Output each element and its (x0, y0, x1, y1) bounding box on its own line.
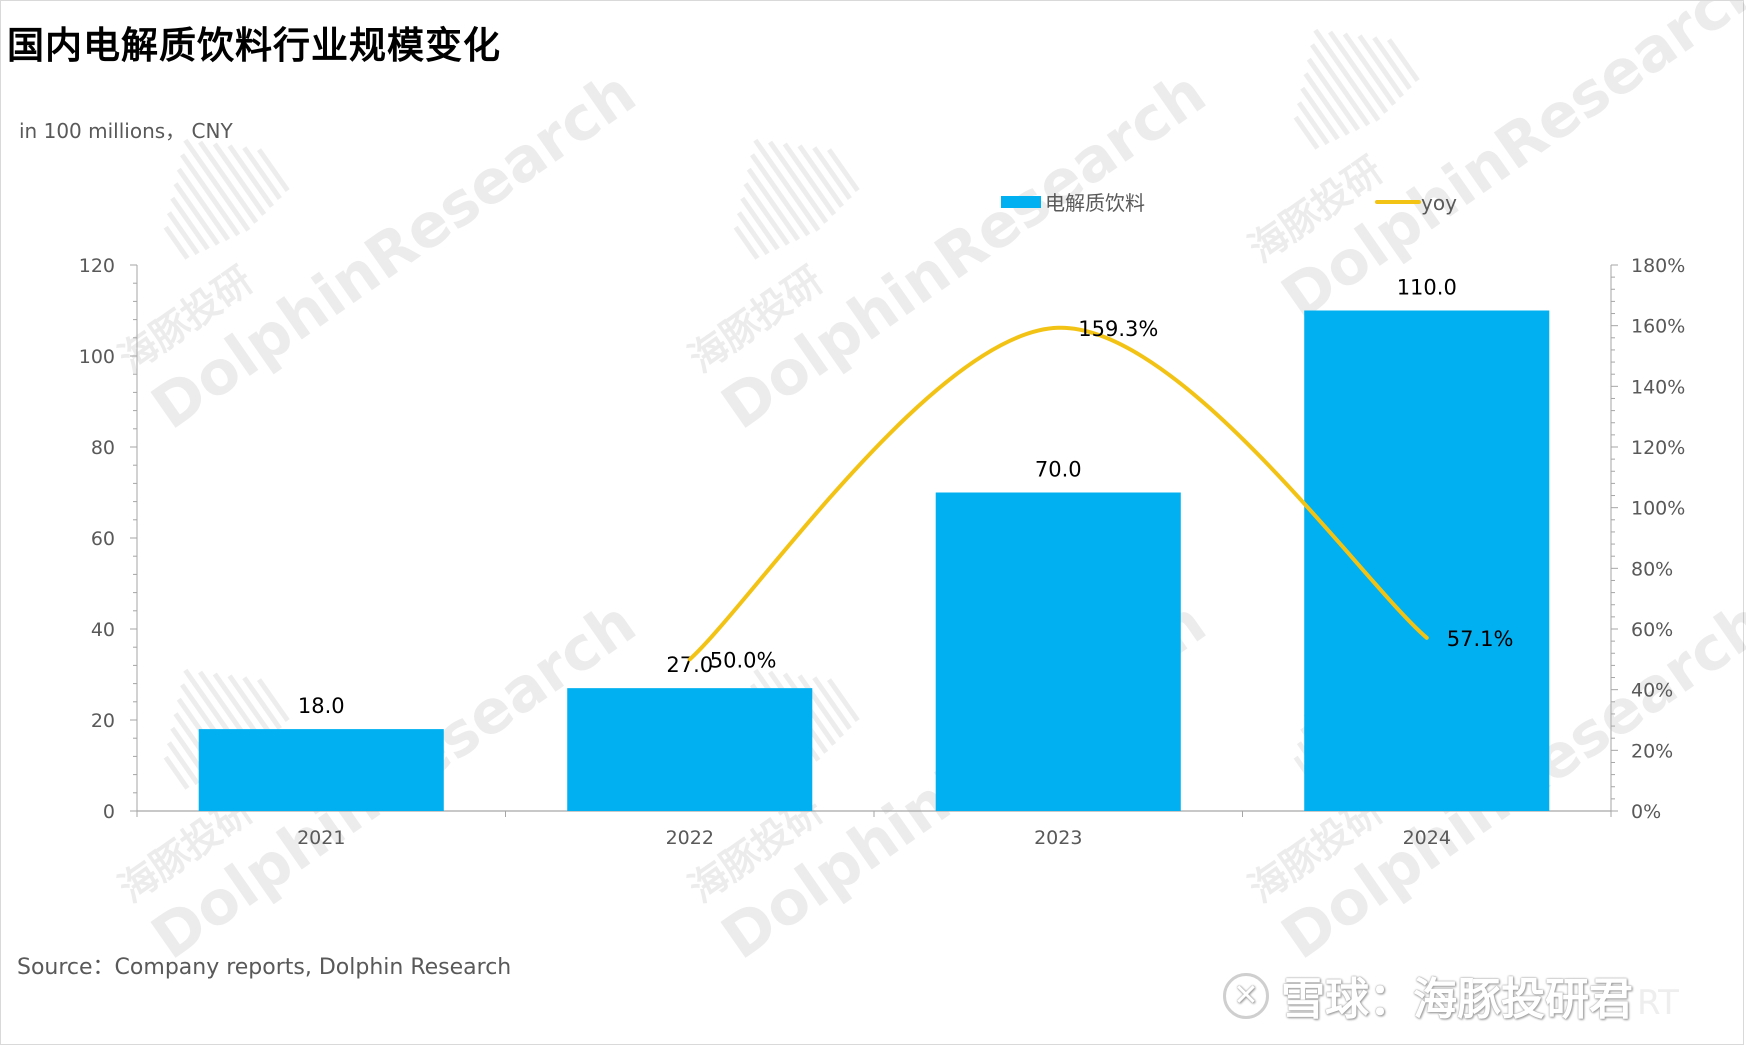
chart-legend: 电解质饮料 yoy (1001, 191, 1457, 215)
watermark-bar (753, 138, 821, 232)
yoy-line (687, 325, 1429, 662)
y-right-tick-label: 140% (1631, 376, 1685, 398)
x-tick-label: 2024 (1403, 827, 1451, 849)
yoy-value-label: 159.3% (1078, 317, 1158, 341)
watermark-bar (227, 674, 275, 738)
watermark-bar (746, 167, 801, 242)
y-left-tick-label: 0 (103, 801, 115, 823)
watermark-bar (197, 140, 259, 224)
watermark-bar (812, 676, 852, 730)
watermark-bar (163, 225, 190, 260)
watermark-bar (212, 672, 267, 746)
watermark-bar (797, 144, 845, 208)
watermark-bar (256, 148, 290, 193)
legend-label-line: yoy (1421, 191, 1457, 215)
y-right-tick-label: 80% (1631, 558, 1673, 580)
watermark-bar (179, 153, 241, 237)
watermark-bar (1293, 115, 1320, 150)
bar-2021 (198, 729, 444, 811)
plot-area: 0 20 40 60 80 100 120 0% 20% 40% 60% 80% 100% 120% 140… (79, 255, 1686, 849)
bar-2023 (935, 492, 1181, 811)
y-right-tick-label: 0% (1631, 801, 1661, 823)
x-tick-label: 2022 (666, 827, 714, 849)
bar-value-label: 18.0 (298, 694, 345, 718)
watermark-bar (1303, 72, 1350, 136)
watermark-bar (736, 211, 770, 256)
watermark-bar (227, 144, 275, 208)
watermark-bar (242, 676, 282, 730)
watermark-bar (826, 148, 860, 193)
bar-2022 (567, 688, 813, 811)
watermark-bar (256, 678, 290, 723)
watermark-bar (767, 140, 829, 224)
watermark-en: DolphinResearch (709, 58, 1218, 444)
watermark-bar (170, 196, 210, 251)
y-right-tick-label: 120% (1631, 437, 1685, 459)
watermark-en: DolphinResearch (139, 58, 648, 444)
unit-label: in 100 millions， CNY (19, 119, 233, 143)
watermark-bar (166, 211, 200, 256)
watermark-bar (1300, 86, 1340, 141)
y-left-tick-label: 60 (91, 528, 115, 550)
footer-logo-text: 雪球：海豚投研君 (1281, 974, 1633, 1025)
watermark-bar (242, 146, 282, 200)
watermark-bar (176, 167, 231, 242)
y-right-tick-label: 180% (1631, 255, 1685, 277)
legend-swatch-bar (1001, 196, 1041, 208)
watermark-bar (826, 678, 860, 723)
snowball-logo-icon: ✕ (1223, 973, 1269, 1019)
bar-value-label: 110.0 (1397, 276, 1457, 300)
y-left-tick-label: 120 (79, 255, 115, 277)
watermark-bar (1357, 34, 1405, 98)
footer-tail-text: RT (1637, 983, 1679, 1023)
x-tick-label: 2023 (1034, 827, 1082, 849)
watermark-bar (733, 225, 760, 260)
y-right-tick-label: 160% (1631, 316, 1685, 338)
footer-logo: ✕ 雪球：海豚投研君 RT (1223, 963, 1679, 1027)
y-right-tick-label: 40% (1631, 680, 1673, 702)
chart-title: 国内电解质饮料行业规模变化 (7, 24, 501, 67)
bar-2024 (1304, 310, 1550, 811)
watermark-bar (1327, 30, 1389, 114)
y-left-tick-label: 80 (91, 437, 115, 459)
y-left-tick-label: 40 (91, 619, 115, 641)
y-right-tick-label: 100% (1631, 498, 1685, 520)
source-note: Source：Company reports, Dolphin Research (17, 955, 512, 980)
watermark-bar (212, 142, 267, 216)
watermark-bar (1372, 36, 1412, 90)
watermark-bar (1296, 101, 1330, 146)
y-left-tick-label: 100 (79, 346, 115, 368)
y-right-tick-label: 20% (1631, 740, 1673, 762)
watermark-bar (1313, 28, 1381, 122)
watermark-bar (163, 755, 190, 790)
y-right-tick-label: 60% (1631, 619, 1673, 641)
yoy-value-label: 57.1% (1447, 627, 1514, 651)
legend-label-bar: 电解质饮料 (1045, 191, 1145, 215)
watermark-bar (749, 153, 811, 237)
y-left-tick-label: 20 (91, 710, 115, 732)
watermark-bar (183, 138, 251, 232)
watermark-bar (1342, 32, 1397, 106)
x-tick-label: 2021 (297, 827, 345, 849)
bar-value-label: 70.0 (1035, 458, 1082, 482)
watermark-bar (1386, 38, 1420, 83)
watermark-bar (743, 182, 790, 246)
yoy-value-label: 50.0% (710, 648, 777, 672)
watermark-bar (782, 142, 837, 216)
watermark-bar (173, 182, 220, 246)
watermark-bar (166, 741, 200, 786)
watermark-bar (740, 196, 780, 251)
watermark-bar (1309, 43, 1371, 127)
watermark-bar (1306, 57, 1361, 132)
watermark-bar (812, 146, 852, 200)
